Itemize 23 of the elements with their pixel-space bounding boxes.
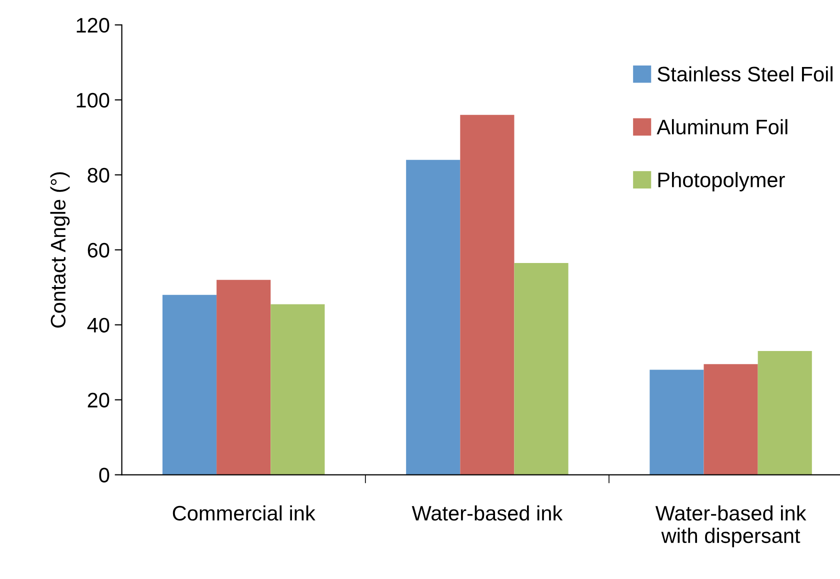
- bar: [460, 114, 514, 475]
- y-tick-label: 40: [87, 318, 110, 333]
- bar: [514, 262, 568, 475]
- bar: [406, 160, 460, 475]
- y-tick-label: 0: [99, 468, 110, 483]
- bar: [162, 294, 217, 475]
- bar: [270, 304, 325, 475]
- legend-label: Photopolymer: [658, 172, 785, 192]
- bar: [650, 370, 704, 475]
- y-tick-label: 120: [76, 18, 110, 33]
- x-tick-label: Water-based ink: [412, 505, 563, 521]
- legend-label: Stainless Steel Foil: [658, 66, 832, 82]
- bar: [758, 351, 812, 475]
- y-axis-title: Contact Angle (°): [50, 172, 70, 328]
- y-tick-label: 80: [88, 168, 110, 183]
- y-tick-label: 60: [88, 242, 110, 258]
- x-tick-label: Water-based ink with dispersant: [655, 505, 806, 548]
- x-tick-label: Commercial ink: [172, 505, 316, 521]
- bar: [216, 280, 271, 475]
- y-tick-label: 20: [88, 392, 110, 408]
- y-tick-label: 100: [76, 92, 110, 108]
- legend-label: Aluminum Foil: [656, 119, 788, 134]
- bar: [704, 364, 758, 475]
